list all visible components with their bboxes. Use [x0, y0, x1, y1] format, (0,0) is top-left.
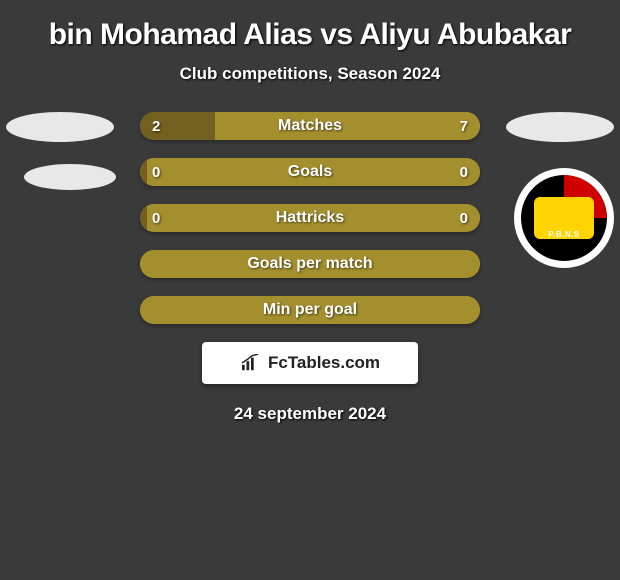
- stat-bar-left: [140, 204, 147, 232]
- stat-row-mpg: Min per goal: [0, 296, 620, 324]
- comparison-card: bin Mohamad Alias vs Aliyu Abubakar Club…: [0, 0, 620, 434]
- stat-row-hattricks: 0 Hattricks 0: [0, 204, 620, 232]
- stat-bar-right: [140, 296, 480, 324]
- stat-bar-left: [140, 158, 147, 186]
- page-title: bin Mohamad Alias vs Aliyu Abubakar: [0, 18, 620, 52]
- stat-bar-right: [147, 158, 480, 186]
- chart-icon: [240, 354, 262, 372]
- footer-date: 24 september 2024: [0, 404, 620, 424]
- stat-bar: 0 Goals 0: [140, 158, 480, 186]
- stat-bar: 0 Hattricks 0: [140, 204, 480, 232]
- stat-row-gpm: Goals per match: [0, 250, 620, 278]
- stat-bar-right: [147, 204, 480, 232]
- page-subtitle: Club competitions, Season 2024: [0, 64, 620, 84]
- stat-bar: 2 Matches 7: [140, 112, 480, 140]
- stat-bar-right: [140, 250, 480, 278]
- stat-bar: Min per goal: [140, 296, 480, 324]
- stat-row-goals: 0 Goals 0: [0, 158, 620, 186]
- brand-text: FcTables.com: [268, 353, 380, 373]
- brand-footer[interactable]: FcTables.com: [202, 342, 418, 384]
- stats-section: P.B.N.S 2 Matches 7 0 Goals 0: [0, 112, 620, 324]
- stat-bar-left: [140, 112, 215, 140]
- stat-bar: Goals per match: [140, 250, 480, 278]
- stat-row-matches: 2 Matches 7: [0, 112, 620, 140]
- stat-bar-right: [215, 112, 480, 140]
